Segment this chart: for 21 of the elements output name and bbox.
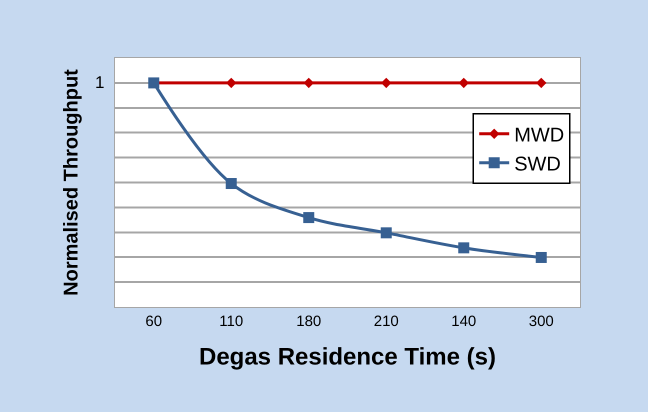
x-tick-label: 110 <box>219 313 244 330</box>
point <box>226 178 237 190</box>
text: 1 <box>95 73 104 92</box>
x-tick-label: 300 <box>528 313 554 330</box>
x-tick-label: 140 <box>451 313 476 330</box>
x-tick-label: 180 <box>296 313 322 330</box>
point <box>303 212 314 224</box>
y-axis-title: Normalised Throughput <box>60 68 82 296</box>
point <box>381 78 392 88</box>
point <box>458 242 470 254</box>
legend-label: SWD <box>514 154 561 176</box>
legend-label: MWD <box>514 124 564 147</box>
point <box>304 78 314 88</box>
point <box>458 78 469 88</box>
x-tick-label: 60 <box>145 313 162 330</box>
point <box>536 78 546 88</box>
point <box>380 227 392 238</box>
point <box>536 252 547 263</box>
x-axis-title: Degas Residence Time (s) <box>198 343 496 370</box>
point <box>226 78 236 88</box>
x-tick-label: 210 <box>374 313 399 330</box>
